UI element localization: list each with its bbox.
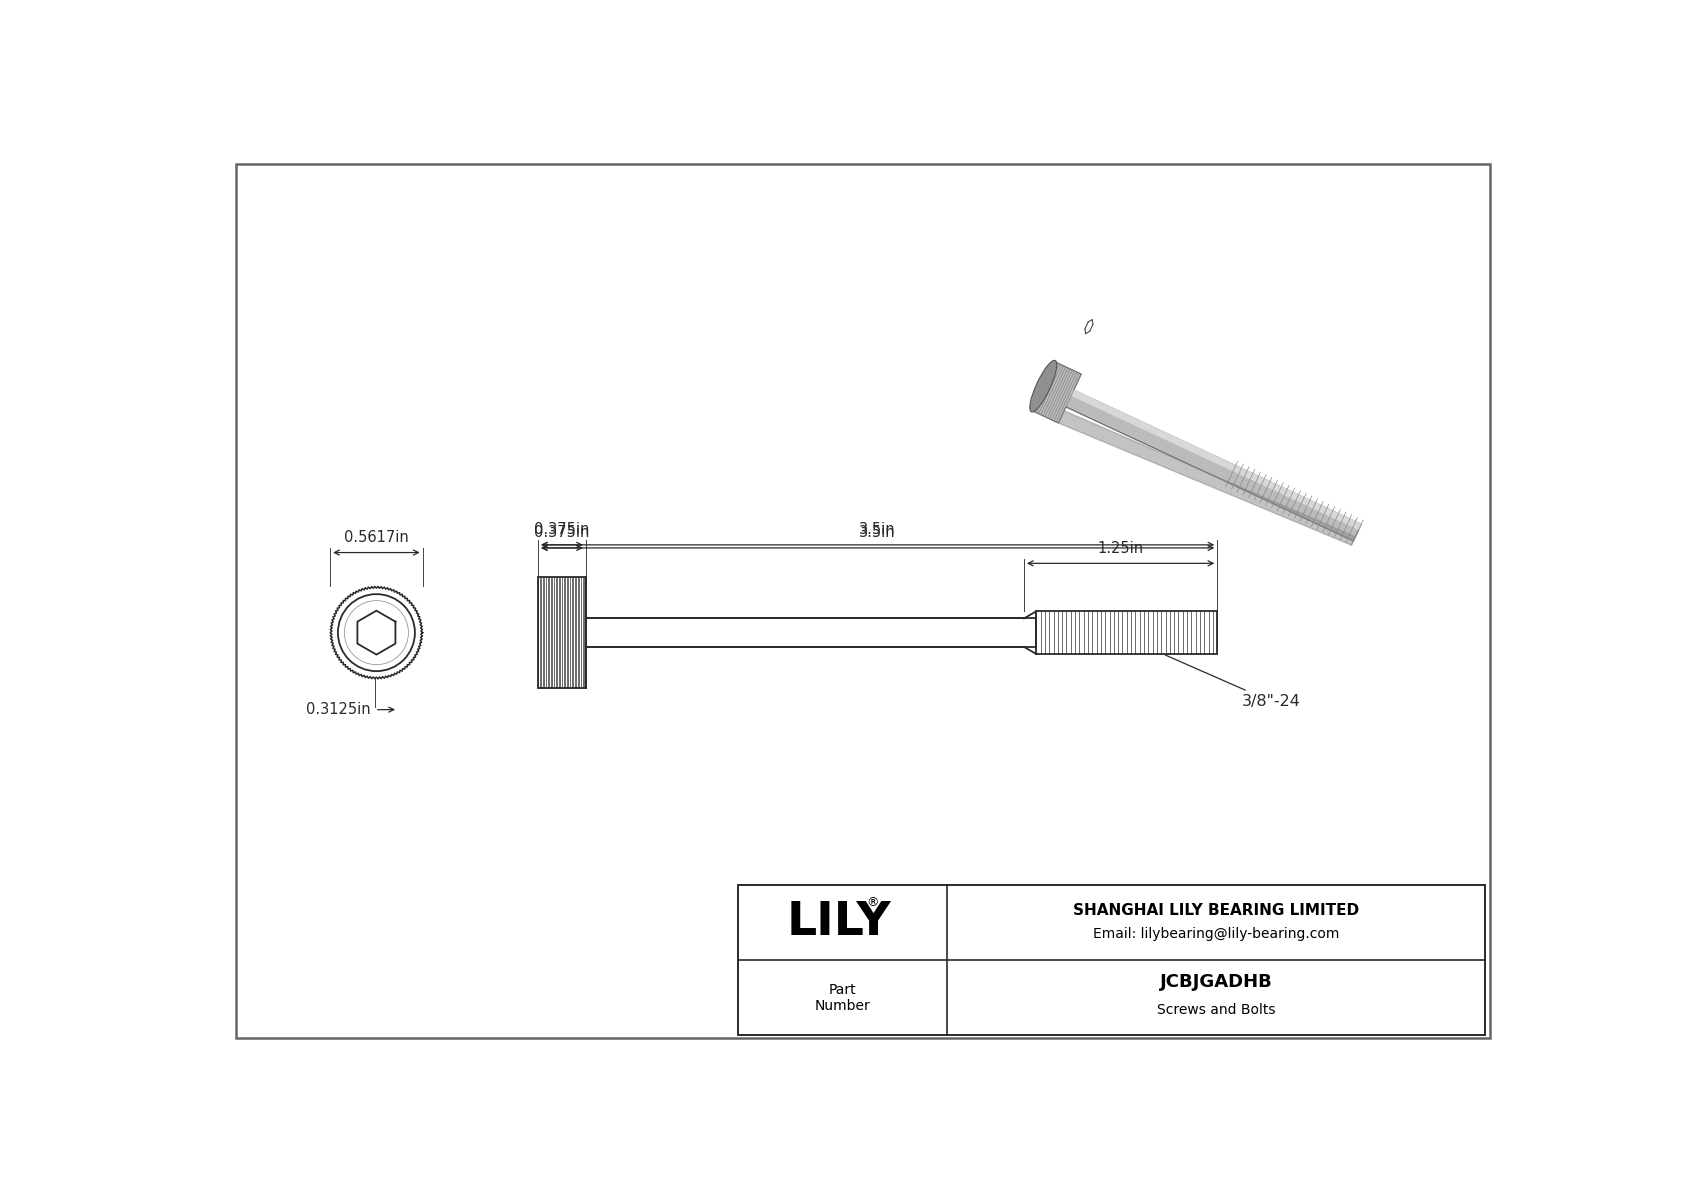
Text: 3.5in: 3.5in (859, 522, 896, 537)
Circle shape (338, 594, 414, 672)
Text: ®: ® (867, 896, 879, 909)
Bar (1036, 611, 1218, 654)
Bar (1036, 618, 1049, 648)
Bar (586, 618, 1036, 647)
Polygon shape (1032, 362, 1361, 541)
Bar (539, 578, 586, 688)
Circle shape (327, 582, 426, 682)
Text: Part
Number: Part Number (815, 983, 871, 1012)
Text: Email: lilybearing@lily-bearing.com: Email: lilybearing@lily-bearing.com (1093, 927, 1339, 941)
Text: 0.5617in: 0.5617in (344, 530, 409, 544)
Text: Screws and Bolts: Screws and Bolts (1157, 1003, 1275, 1017)
Text: JCBJGADHB: JCBJGADHB (1160, 973, 1273, 991)
Text: 3.5in: 3.5in (859, 525, 896, 541)
Text: 0.375in: 0.375in (534, 522, 589, 537)
Text: 0.3125in: 0.3125in (305, 703, 370, 717)
Text: 0.375in: 0.375in (534, 525, 589, 541)
Text: SHANGHAI LILY BEARING LIMITED: SHANGHAI LILY BEARING LIMITED (1073, 903, 1359, 918)
Bar (539, 576, 1218, 688)
Polygon shape (1071, 391, 1361, 529)
Text: 3/8"-24: 3/8"-24 (1165, 655, 1300, 709)
Text: 1.25in: 1.25in (1098, 541, 1143, 556)
Bar (738, 885, 1485, 1035)
Polygon shape (1059, 411, 1356, 545)
Polygon shape (330, 586, 423, 679)
Ellipse shape (1031, 361, 1058, 412)
Text: LILY: LILY (786, 900, 891, 946)
